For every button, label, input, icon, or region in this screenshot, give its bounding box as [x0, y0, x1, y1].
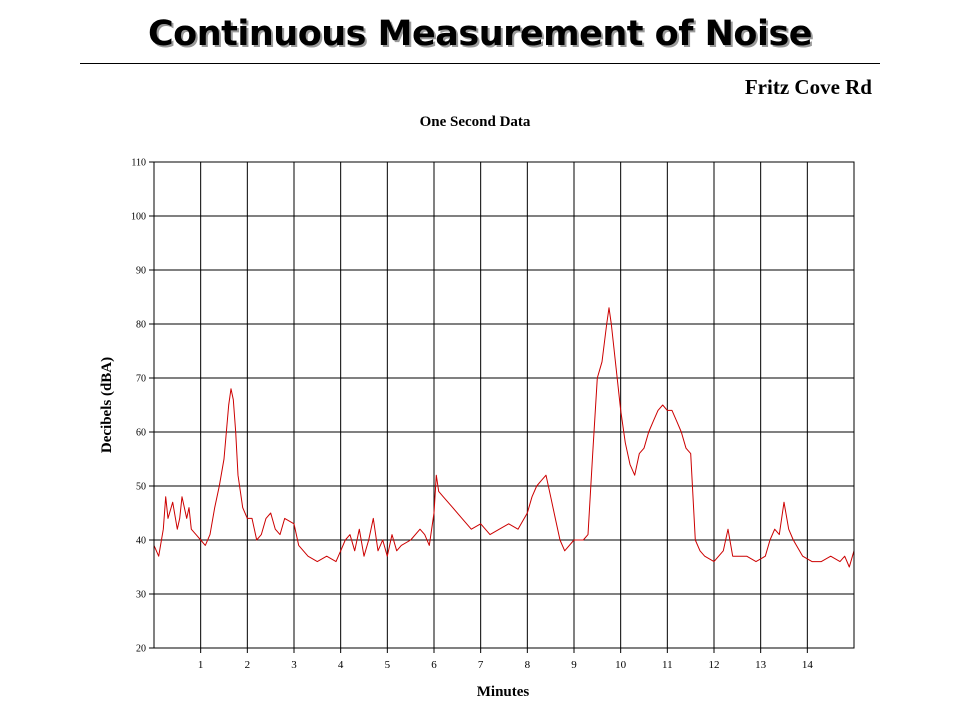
chart-title: One Second Data	[420, 114, 531, 130]
y-tick-label: 20	[136, 644, 146, 655]
noise-series-line	[153, 307, 855, 568]
y-tick-label: 100	[131, 212, 146, 223]
x-tick-label: 13	[755, 659, 767, 671]
location-label: Fritz Cove Rd	[744, 75, 872, 99]
title-divider	[80, 63, 880, 64]
x-tick-label: 4	[338, 659, 344, 671]
x-tick-label: 1	[198, 659, 204, 671]
y-tick-label: 50	[136, 482, 146, 493]
y-tick-label: 110	[131, 158, 146, 169]
series-layer	[153, 307, 855, 568]
x-tick-label: 6	[431, 659, 437, 671]
y-tick-label: 70	[136, 374, 146, 385]
plot-frame	[153, 161, 855, 649]
x-tick-label: 11	[662, 659, 673, 671]
x-tick-label: 10	[615, 659, 627, 671]
y-tick-label: 40	[136, 536, 146, 547]
y-tick-label: 80	[136, 320, 146, 331]
x-tick-label: 12	[709, 659, 720, 671]
x-tick-label: 2	[245, 659, 251, 671]
x-tick-label: 14	[802, 659, 814, 671]
x-tick-label: 8	[525, 659, 531, 671]
y-tick-label: 30	[136, 590, 146, 601]
x-axis-label: Minutes	[477, 684, 530, 700]
y-axis-label: Decibels (dBA)	[99, 357, 115, 453]
x-tick-label: 5	[385, 659, 391, 671]
y-tick-label: 60	[136, 428, 146, 439]
y-tick-label: 90	[136, 266, 146, 277]
grid-layer	[149, 161, 854, 653]
x-tick-label: 7	[478, 659, 484, 671]
x-tick-label: 3	[291, 659, 297, 671]
slide-title: Continuous Measurement of Noise	[147, 14, 813, 54]
x-tick-label: 9	[571, 659, 577, 671]
